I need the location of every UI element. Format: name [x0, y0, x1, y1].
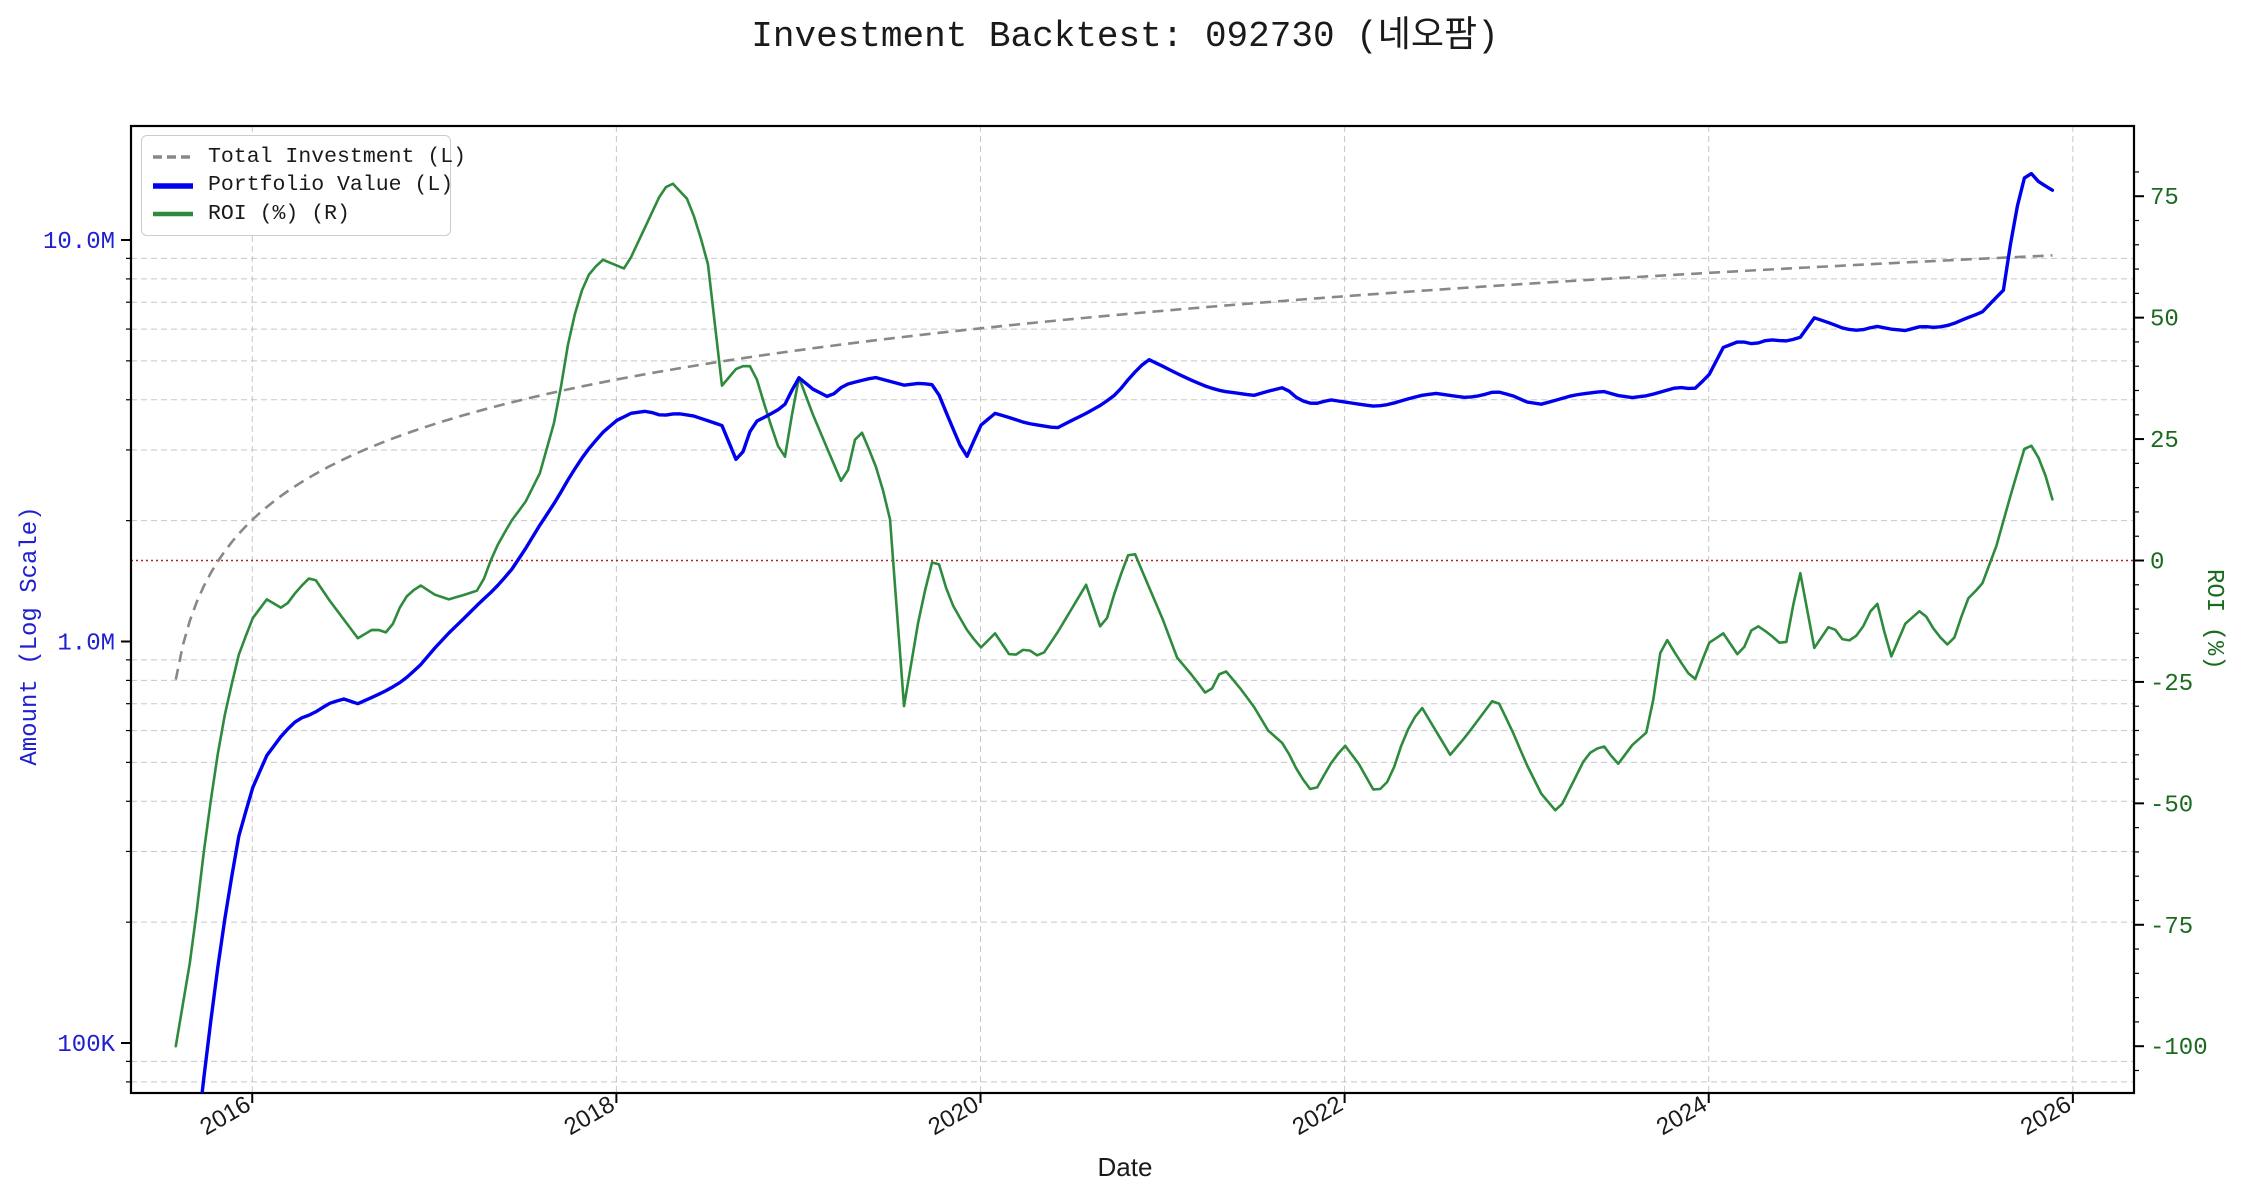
svg-text:100K: 100K: [57, 1032, 115, 1059]
svg-text:2024: 2024: [1652, 1091, 1712, 1141]
svg-text:25: 25: [2150, 428, 2179, 455]
svg-text:-75: -75: [2150, 914, 2193, 941]
svg-text:2026: 2026: [2016, 1091, 2076, 1141]
svg-text:2018: 2018: [560, 1091, 620, 1141]
svg-text:-50: -50: [2150, 792, 2193, 819]
svg-text:1.0M: 1.0M: [57, 631, 115, 658]
svg-text:50: 50: [2150, 307, 2179, 334]
svg-text:2016: 2016: [196, 1091, 256, 1141]
svg-text:0: 0: [2150, 550, 2164, 577]
svg-text:10.0M: 10.0M: [43, 229, 115, 256]
svg-text:2022: 2022: [1288, 1091, 1348, 1141]
svg-text:-25: -25: [2150, 671, 2193, 698]
svg-text:75: 75: [2150, 185, 2179, 212]
svg-text:-100: -100: [2150, 1035, 2208, 1062]
svg-text:2020: 2020: [924, 1091, 984, 1141]
